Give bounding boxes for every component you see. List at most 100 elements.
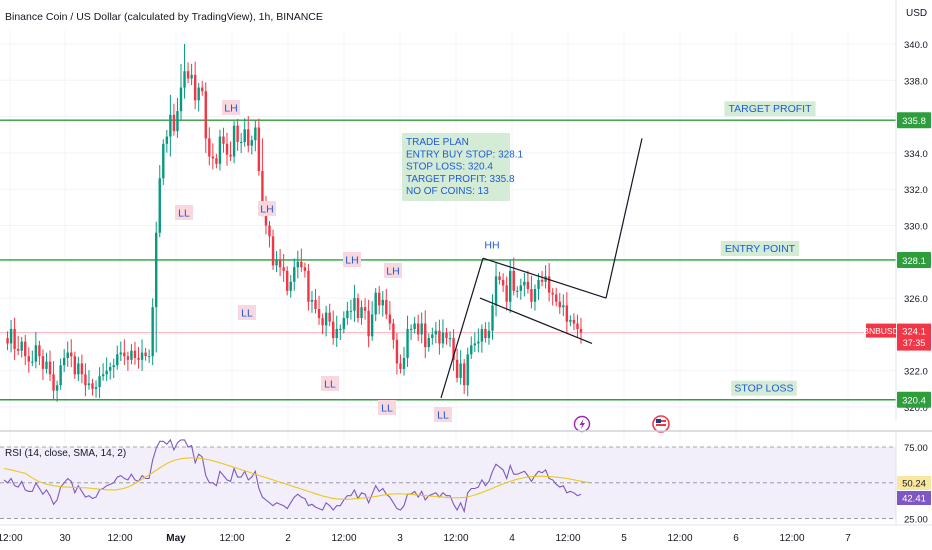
candle-body: [236, 125, 239, 143]
rsi-value-tag-bg: [897, 491, 931, 505]
candle-body: [399, 363, 402, 369]
annotation-bg: [434, 407, 452, 422]
candle-body: [416, 323, 420, 335]
candle-body: [551, 292, 554, 295]
candle-body: [445, 332, 448, 339]
candle-body: [508, 270, 512, 302]
swing-annotations: LH LL LH LL LH LL LH LL LL HH: [175, 100, 501, 422]
candle-body: [225, 143, 229, 155]
rsi-tick-label: 25.00: [904, 515, 928, 526]
candle-body: [158, 178, 161, 233]
candle-body: [363, 307, 367, 311]
candle-body: [307, 270, 310, 302]
candle-body: [70, 352, 73, 357]
time-tick-label: 4: [509, 533, 515, 544]
candle-body: [285, 270, 289, 291]
candle-body: [239, 142, 243, 144]
lightning-icon: [573, 415, 591, 433]
candle-body: [314, 299, 317, 309]
candle-body: [555, 294, 558, 302]
price-tick-label: 326.0: [904, 294, 928, 305]
annotation-ll: LL: [178, 208, 190, 220]
candle-body: [505, 285, 508, 302]
time-tick-label: 12:00: [107, 533, 132, 544]
candle-body: [370, 314, 374, 337]
candle-body: [55, 385, 59, 391]
candle-body: [427, 338, 430, 348]
candle-body: [530, 289, 533, 302]
level-price-tag: [897, 391, 931, 408]
candle-body: [98, 376, 101, 388]
price-tick-label: 322.0: [904, 367, 928, 378]
candle-body: [448, 338, 452, 340]
candle-body: [293, 267, 296, 282]
candle-body: [455, 359, 459, 378]
rsi-ma-tag: 50.24: [902, 479, 926, 490]
annotation-bg: [175, 205, 193, 220]
candle-body: [562, 305, 565, 308]
level-price-tag: [897, 251, 931, 268]
candle-body: [119, 352, 123, 355]
candle-body: [13, 328, 16, 349]
candle-body: [229, 154, 232, 157]
candle-body: [324, 312, 328, 326]
price-levels: TARGET PROFIT ENTRY POINT STOP LOSS: [0, 101, 896, 401]
grid: [0, 30, 896, 520]
candle-body: [144, 352, 147, 357]
rsi-label: RSI (14, close, SMA, 14, 2): [5, 448, 126, 459]
candle-body: [296, 261, 300, 268]
time-axis[interactable]: 12:00 30 12:00 May 12:00 2 12:00 3 12:00 4 12:00 5 1…: [0, 524, 932, 544]
price-tick-label: 330.0: [904, 222, 928, 233]
candle-body: [137, 357, 140, 360]
candle-body: [289, 281, 292, 291]
candle-body: [470, 345, 473, 355]
candle-body: [278, 259, 282, 268]
level-price-tag: [897, 112, 931, 129]
candle-body: [116, 354, 119, 366]
candle-body: [282, 267, 285, 271]
candle-body: [101, 374, 105, 377]
flag-lower-line: [479, 297, 593, 345]
price-axis[interactable]: 340.0338.0336.0334.0332.0330.0328.0326.0…: [863, 0, 931, 420]
candle-body: [335, 328, 338, 339]
time-tick-label: 30: [59, 533, 71, 544]
candle-body: [59, 365, 62, 386]
candle-body: [385, 299, 388, 315]
candle-body: [6, 338, 9, 344]
level-price-tag-text: 328.1: [902, 256, 926, 267]
candle-body: [303, 267, 307, 271]
trade-plan-line: TARGET PROFIT: 335.8: [406, 174, 515, 185]
candle-body: [215, 158, 218, 164]
annotation-bg: [483, 237, 501, 252]
candle-body: [151, 307, 154, 357]
time-tick-label: 6: [733, 533, 739, 544]
projected-breakout-line: [605, 138, 643, 299]
trade-plan-line: ENTRY BUY STOP: 328.1: [406, 149, 524, 160]
level-label-bg: [720, 240, 800, 256]
time-tick-label: 12:00: [443, 533, 468, 544]
candle-body: [94, 387, 98, 389]
rsi-value-tag: 42.41: [902, 494, 926, 505]
currency-label: USD: [906, 8, 927, 19]
candle-body: [406, 328, 409, 358]
flag-upper-line: [482, 257, 607, 299]
candle-body: [155, 232, 158, 308]
candle-body: [533, 289, 537, 302]
level-price-tag-text: 320.4: [902, 396, 926, 407]
candle-body: [576, 323, 579, 329]
price-tag-countdown: 37:35: [903, 338, 926, 348]
time-tick-label: 5: [621, 533, 627, 544]
time-tick-label: 12:00: [667, 533, 692, 544]
candle-body: [342, 318, 346, 329]
candle-body: [123, 352, 126, 357]
flag-icon-canton: [656, 419, 661, 423]
candle-body: [254, 127, 257, 141]
candle-body: [498, 276, 501, 280]
flag-icon: [652, 415, 670, 433]
candle-body: [201, 87, 204, 92]
candle-body: [473, 343, 477, 346]
candle-body: [374, 292, 377, 315]
candle-body: [66, 352, 69, 358]
